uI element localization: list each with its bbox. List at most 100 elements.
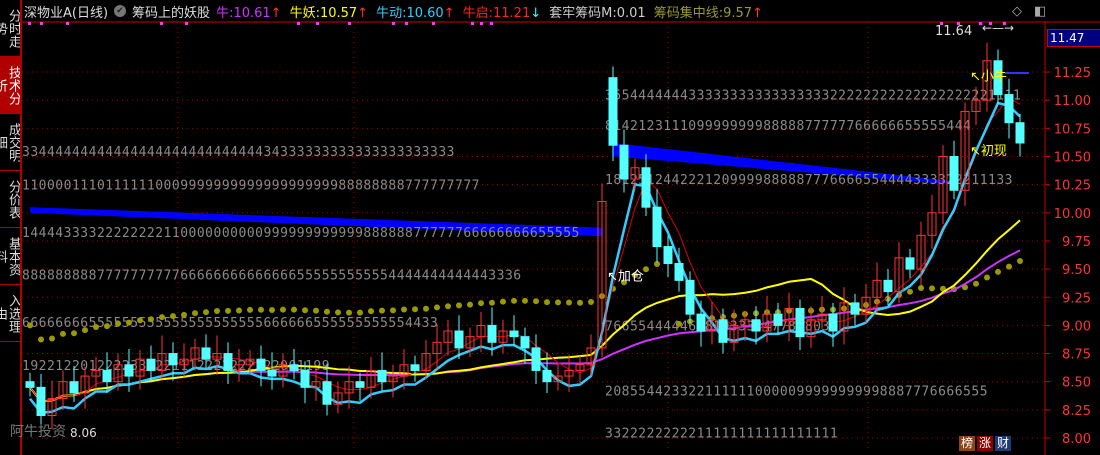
high-price-label: 11.64 bbox=[935, 24, 972, 39]
chip-concentration-dot bbox=[203, 309, 209, 316]
y-tick-label: 8.00 bbox=[1062, 432, 1091, 447]
sidebar-tab-5[interactable]: 入选理由 bbox=[0, 285, 20, 342]
sidebar-tab-3[interactable]: 分价表 bbox=[0, 171, 20, 228]
chip-concentration-dot bbox=[500, 298, 506, 305]
candle bbox=[685, 271, 695, 324]
sidebar-tab-4[interactable]: 基本资料 bbox=[0, 228, 20, 285]
candle bbox=[927, 194, 937, 249]
candle bbox=[520, 327, 530, 364]
gear-icon[interactable]: ✔ bbox=[114, 5, 127, 17]
indicator-label: 筹码集中线: bbox=[653, 5, 724, 21]
candle bbox=[707, 301, 717, 345]
candle bbox=[443, 319, 453, 356]
candle-body bbox=[498, 330, 508, 343]
chip-digit-row: 3322222222211111111111111111 bbox=[605, 426, 838, 441]
badge-1[interactable]: 涨 bbox=[977, 436, 994, 451]
candle-body bbox=[322, 381, 332, 405]
candle-body bbox=[883, 279, 893, 293]
badge-2[interactable]: 财 bbox=[995, 436, 1012, 451]
y-tick-label: 10.00 bbox=[1054, 207, 1091, 222]
candle-body bbox=[784, 308, 794, 326]
y-tick-label: 9.50 bbox=[1062, 263, 1091, 278]
sidebar-tab-1[interactable]: 技术分析 bbox=[0, 57, 20, 114]
y-tick-label: 8.75 bbox=[1062, 348, 1091, 363]
chip-concentration-dot bbox=[533, 298, 539, 305]
candle bbox=[652, 189, 662, 263]
candle bbox=[421, 340, 431, 380]
candle bbox=[982, 42, 992, 112]
arrow-icon: ↑ bbox=[357, 5, 369, 21]
candle-body bbox=[817, 313, 827, 321]
candle-body bbox=[421, 353, 431, 371]
candle-body bbox=[773, 313, 783, 326]
indicator-value: 牛启: 11.21↓ bbox=[463, 2, 542, 21]
resistance-line bbox=[1005, 72, 1029, 74]
arrow-icon: ↑ bbox=[270, 5, 282, 21]
chip-concentration-dot bbox=[280, 306, 286, 313]
chip-concentration-dot bbox=[214, 308, 220, 315]
chip-concentration-dot bbox=[907, 288, 913, 295]
chip-concentration-dot bbox=[225, 307, 231, 314]
chip-concentration-dot bbox=[324, 308, 330, 315]
candle bbox=[630, 158, 640, 191]
candle bbox=[663, 235, 673, 277]
candle-body bbox=[674, 262, 684, 281]
candle bbox=[487, 307, 497, 356]
candle bbox=[267, 352, 277, 390]
candle bbox=[960, 102, 970, 207]
candle bbox=[817, 296, 827, 329]
window-toggle-icon[interactable]: ◧ bbox=[1034, 4, 1047, 19]
chip-concentration-dot bbox=[973, 280, 979, 287]
chip-concentration-dot bbox=[390, 307, 396, 314]
signal-dot bbox=[28, 22, 31, 25]
candle bbox=[234, 349, 244, 382]
candle-body bbox=[168, 353, 178, 366]
chip-concentration-dot bbox=[401, 306, 407, 313]
candle-body bbox=[718, 319, 728, 343]
chip-concentration-dot bbox=[368, 308, 374, 315]
candle bbox=[201, 334, 211, 369]
indicator-value: 筹码集中线: 9.57↑ bbox=[654, 2, 763, 21]
sidebar-tab-0[interactable]: 分时走势 bbox=[0, 0, 20, 57]
chip-concentration-dot bbox=[71, 330, 77, 337]
candle-body bbox=[564, 369, 574, 377]
candle bbox=[223, 342, 233, 384]
indicator-number: 10.61 bbox=[233, 5, 271, 21]
candle bbox=[597, 183, 607, 357]
signal-dot bbox=[297, 22, 300, 25]
chip-digit-row: 8142123111099999999888887777776666665555… bbox=[605, 119, 971, 134]
candle-body bbox=[575, 364, 585, 371]
chip-concentration-dot bbox=[126, 319, 132, 326]
candle bbox=[553, 364, 563, 391]
candle bbox=[113, 353, 123, 391]
indicator-name[interactable]: 筹码上的妖股 bbox=[132, 5, 211, 21]
candle-body bbox=[58, 381, 68, 400]
chip-concentration-dot bbox=[357, 309, 363, 316]
candle bbox=[355, 372, 365, 401]
candle bbox=[971, 86, 981, 125]
candle-body bbox=[630, 167, 640, 180]
y-tick-label: 8.25 bbox=[1062, 404, 1091, 419]
indicator-number: 9.57 bbox=[723, 5, 753, 21]
candle-body bbox=[839, 302, 849, 332]
chip-concentration-dot bbox=[654, 261, 660, 268]
candle bbox=[124, 349, 134, 392]
chip-digit-row: 8888888887777777777666666666666665555555… bbox=[22, 269, 522, 284]
candle bbox=[894, 242, 904, 303]
chip-concentration-dot bbox=[192, 310, 198, 317]
sidebar-tab-2[interactable]: 成交明细 bbox=[0, 114, 20, 171]
candle-body bbox=[531, 347, 541, 371]
candle bbox=[773, 302, 783, 335]
candle-body bbox=[971, 99, 981, 112]
chip-digit-row: 6666666655555555555555555555566666655555… bbox=[22, 316, 438, 331]
candle bbox=[212, 335, 222, 375]
chip-concentration-dot bbox=[60, 330, 66, 337]
candle-body bbox=[454, 330, 464, 349]
candle bbox=[905, 248, 915, 279]
candle-body bbox=[553, 375, 563, 383]
indicator-number: 10.57 bbox=[319, 5, 358, 21]
stock-title[interactable]: 深物业A(日线) bbox=[24, 5, 109, 21]
badge-0[interactable]: 榜 bbox=[959, 436, 976, 451]
diamond-icon[interactable]: ◇ bbox=[1012, 4, 1022, 19]
